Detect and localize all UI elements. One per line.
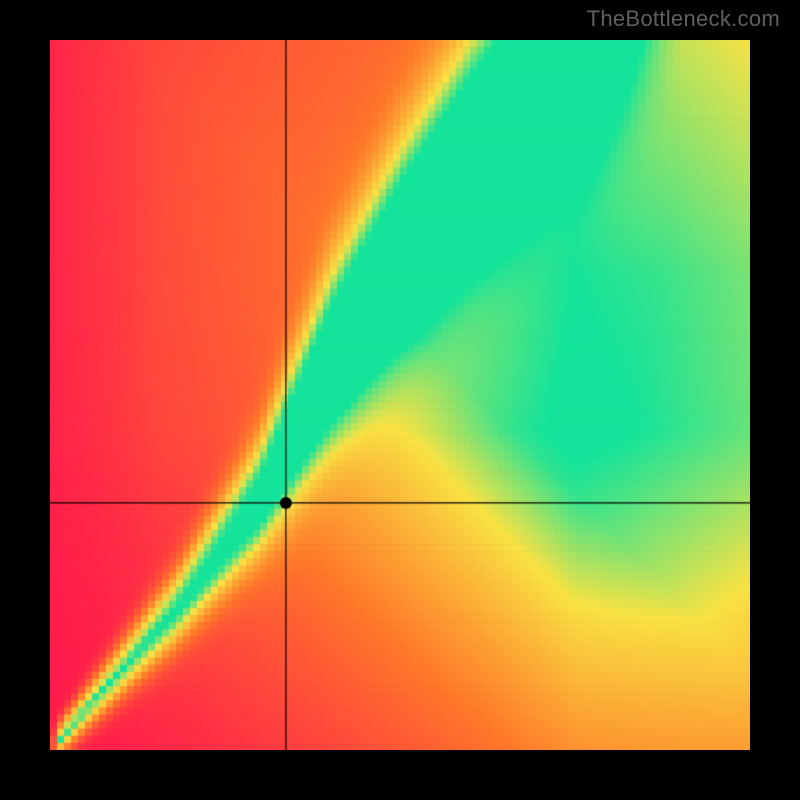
heatmap-canvas — [50, 40, 750, 750]
watermark-text: TheBottleneck.com — [587, 6, 780, 32]
heatmap-frame — [50, 40, 750, 750]
chart-root: TheBottleneck.com — [0, 0, 800, 800]
